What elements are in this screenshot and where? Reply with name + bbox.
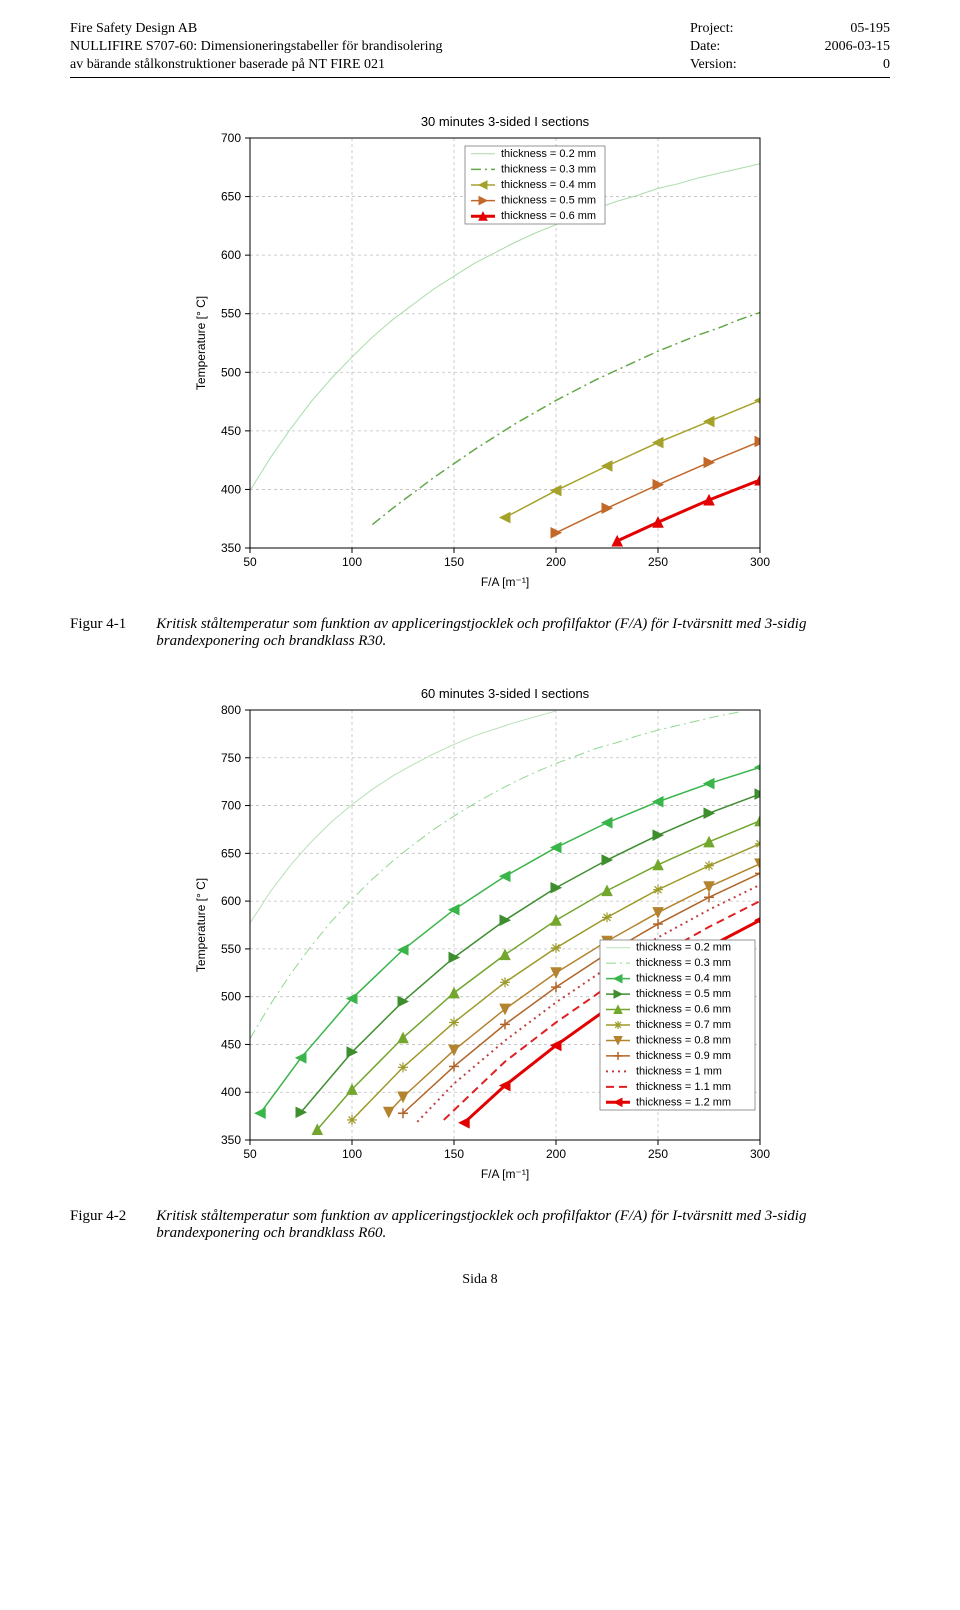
svg-text:550: 550 xyxy=(221,306,241,320)
chart2-container: 60 minutes 3-sided I sections 50 100 150 200… xyxy=(70,680,890,1200)
header-left: Fire Safety Design AB NULLIFIRE S707-60:… xyxy=(70,20,690,75)
svg-text:thickness = 0.8 mm: thickness = 0.8 mm xyxy=(636,1034,731,1046)
svg-text:700: 700 xyxy=(221,798,241,812)
svg-text:400: 400 xyxy=(221,482,241,496)
caption1: Figur 4-1 Kritisk ståltemperatur som fun… xyxy=(70,616,890,650)
svg-text:400: 400 xyxy=(221,1085,241,1099)
date-label: Date: xyxy=(690,38,740,56)
svg-text:350: 350 xyxy=(221,1133,241,1147)
svg-text:500: 500 xyxy=(221,365,241,379)
page-footer: Sida 8 xyxy=(70,1272,890,1288)
svg-text:50: 50 xyxy=(243,555,257,569)
svg-text:200: 200 xyxy=(546,1147,566,1161)
chart1: 30 minutes 3-sided I sections 50 100 150 200… xyxy=(180,108,780,608)
caption1-label: Figur 4-1 xyxy=(70,616,126,633)
header-right: Project: 05-195 Date: 2006-03-15 Version… xyxy=(690,20,890,75)
svg-text:450: 450 xyxy=(221,1037,241,1051)
svg-text:thickness = 0.2 mm: thickness = 0.2 mm xyxy=(636,941,731,953)
project-label: Project: xyxy=(690,20,754,38)
company-name: Fire Safety Design AB xyxy=(70,20,690,38)
date-value: 2006-03-15 xyxy=(800,38,890,56)
svg-text:100: 100 xyxy=(342,555,362,569)
svg-text:thickness = 0.3 mm: thickness = 0.3 mm xyxy=(636,957,731,969)
svg-text:500: 500 xyxy=(221,989,241,1003)
caption2-label: Figur 4-2 xyxy=(70,1208,126,1225)
svg-text:F/A [m⁻¹]: F/A [m⁻¹] xyxy=(481,1167,529,1181)
svg-text:thickness = 0.2 mm: thickness = 0.2 mm xyxy=(501,147,596,159)
svg-text:60 minutes 3-sided I sections: 60 minutes 3-sided I sections xyxy=(421,686,590,701)
document-header: Fire Safety Design AB NULLIFIRE S707-60:… xyxy=(70,20,890,78)
svg-text:thickness = 0.5 mm: thickness = 0.5 mm xyxy=(636,988,731,1000)
svg-text:thickness = 1.1 mm: thickness = 1.1 mm xyxy=(636,1080,731,1092)
svg-text:thickness = 1 mm: thickness = 1 mm xyxy=(636,1065,722,1077)
svg-text:600: 600 xyxy=(221,248,241,262)
caption2-text: Kritisk ståltemperatur som funktion av a… xyxy=(156,1208,890,1242)
svg-text:thickness = 0.6 mm: thickness = 0.6 mm xyxy=(501,210,596,222)
svg-text:thickness = 0.9 mm: thickness = 0.9 mm xyxy=(636,1049,731,1061)
svg-text:100: 100 xyxy=(342,1147,362,1161)
svg-text:thickness = 1.2 mm: thickness = 1.2 mm xyxy=(636,1096,731,1108)
doc-title-line1: NULLIFIRE S707-60: Dimensioneringstabell… xyxy=(70,38,690,56)
svg-text:650: 650 xyxy=(221,189,241,203)
svg-text:F/A [m⁻¹]: F/A [m⁻¹] xyxy=(481,575,529,589)
svg-text:250: 250 xyxy=(648,555,668,569)
svg-text:700: 700 xyxy=(221,131,241,145)
svg-text:Temperature [° C]: Temperature [° C] xyxy=(194,295,208,389)
svg-text:thickness = 0.6 mm: thickness = 0.6 mm xyxy=(636,1003,731,1015)
svg-text:250: 250 xyxy=(648,1147,668,1161)
svg-text:50: 50 xyxy=(243,1147,257,1161)
svg-text:800: 800 xyxy=(221,703,241,717)
svg-text:600: 600 xyxy=(221,894,241,908)
chart2: 60 minutes 3-sided I sections 50 100 150 200… xyxy=(180,680,780,1200)
svg-text:150: 150 xyxy=(444,555,464,569)
chart1-container: 30 minutes 3-sided I sections 50 100 150 200… xyxy=(70,108,890,608)
svg-text:thickness = 0.4 mm: thickness = 0.4 mm xyxy=(636,972,731,984)
caption1-text: Kritisk ståltemperatur som funktion av a… xyxy=(156,616,890,650)
caption2: Figur 4-2 Kritisk ståltemperatur som fun… xyxy=(70,1208,890,1242)
svg-text:30 minutes 3-sided I sections: 30 minutes 3-sided I sections xyxy=(421,114,590,129)
version-label: Version: xyxy=(690,56,757,74)
version-value: 0 xyxy=(800,56,890,74)
svg-text:thickness = 0.5 mm: thickness = 0.5 mm xyxy=(501,194,596,206)
svg-text:150: 150 xyxy=(444,1147,464,1161)
doc-title-line2: av bärande stålkonstruktioner baserade p… xyxy=(70,56,690,74)
svg-text:550: 550 xyxy=(221,941,241,955)
svg-text:thickness = 0.7 mm: thickness = 0.7 mm xyxy=(636,1019,731,1031)
svg-text:650: 650 xyxy=(221,846,241,860)
svg-text:200: 200 xyxy=(546,555,566,569)
svg-text:Temperature [° C]: Temperature [° C] xyxy=(194,877,208,971)
svg-text:350: 350 xyxy=(221,541,241,555)
svg-text:thickness = 0.4 mm: thickness = 0.4 mm xyxy=(501,179,596,191)
svg-text:300: 300 xyxy=(750,1147,770,1161)
svg-text:thickness = 0.3 mm: thickness = 0.3 mm xyxy=(501,163,596,175)
svg-text:750: 750 xyxy=(221,750,241,764)
project-value: 05-195 xyxy=(800,20,890,38)
svg-text:450: 450 xyxy=(221,423,241,437)
svg-text:300: 300 xyxy=(750,555,770,569)
